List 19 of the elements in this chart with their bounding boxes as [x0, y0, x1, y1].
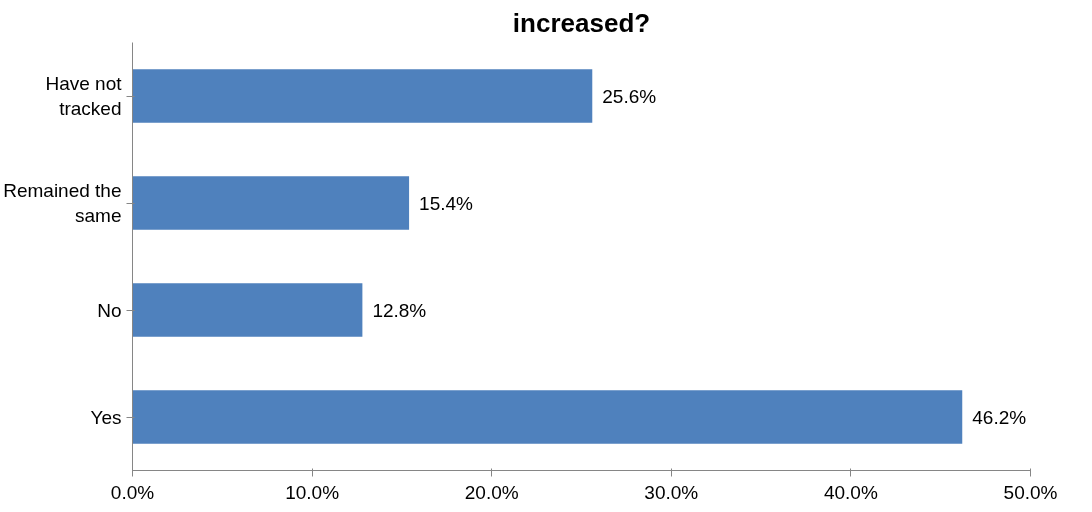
- y-tick-label: Have not tracked: [45, 72, 123, 120]
- x-tick-label: 40.0%: [823, 481, 878, 503]
- y-tick-label: No: [97, 299, 122, 321]
- chart-title: increased?: [512, 7, 651, 38]
- data-label: 46.2%: [972, 406, 1027, 428]
- x-tick-label: 20.0%: [464, 481, 519, 503]
- data-label: 15.4%: [419, 192, 474, 214]
- bar: [132, 176, 410, 230]
- x-tick-label: 0.0%: [110, 481, 155, 503]
- bar: [132, 390, 963, 444]
- y-tick-label: Remained the same: [3, 179, 122, 227]
- bar: [132, 69, 593, 123]
- bar: [132, 283, 363, 337]
- data-label: 12.8%: [372, 299, 427, 321]
- x-tick-label: 50.0%: [1003, 481, 1058, 503]
- x-tick-label: 10.0%: [285, 481, 340, 503]
- y-tick-label: Yes: [90, 406, 122, 428]
- x-tick-label: 30.0%: [644, 481, 699, 503]
- data-label: 25.6%: [602, 85, 657, 107]
